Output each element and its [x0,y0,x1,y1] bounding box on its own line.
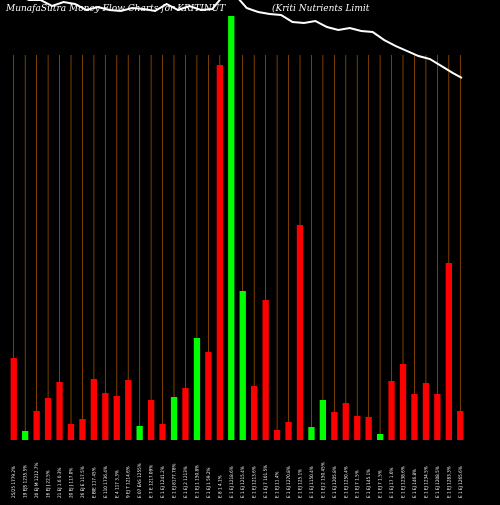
x-tick-label: E 1 EJ 145.1% [366,469,371,498]
chart-subtitle: (Kriti Nutrients Limit [272,3,370,14]
x-tick-label: E 1 EJ 1250.4% [343,466,348,498]
x-tick-label: 20 EJ J 117.0% [69,468,74,498]
money-flow-bar [296,225,304,440]
money-flow-bar [434,394,441,440]
money-flow-bar [159,424,166,440]
price-line [26,0,463,79]
x-tick-label: E 1 EJ 1238.6% [401,466,406,498]
x-tick-label: E 1 EJ 1218.6% [229,466,234,498]
money-flow-bars [10,16,464,440]
x-tick-label: E 1 EJ 8177.78% [172,463,177,498]
x-tick-label: 21 EJ 1.6 0.3% [57,467,62,498]
x-tick-label: E 1 EJ 1213.6% [252,466,257,498]
x-tick-label: 26 EJ E 117.5% [80,466,85,498]
money-flow-bar [125,380,132,440]
money-flow-bar [308,427,315,440]
money-flow-bar [44,398,52,440]
money-flow-bar [285,422,292,440]
money-flow-bar [10,358,17,440]
x-tick-label: E 1 EJ 1283.3% [446,466,451,498]
money-flow-bar [136,426,143,440]
x-tick-label: E 1 EJ 1215.4% [240,466,245,498]
x-tick-label: E 1 EJ 146.8% [412,469,417,498]
x-tick-label: E 7 E 1217.09% [149,465,154,498]
money-flow-bar [399,364,407,440]
money-flow-bar [319,400,326,440]
x-tick-label: E 1 EJ 1241.2% [160,466,165,498]
money-flow-bar [228,16,235,440]
money-flow-bar [457,411,464,440]
money-flow-bar [170,397,178,440]
money-flow-bar [205,352,212,440]
money-flow-bar [216,65,223,440]
money-flow-bar [148,400,155,440]
money-flow-bar [411,394,418,440]
money-flow-bar [273,430,281,440]
money-flow-bar [251,386,258,440]
money-flow-bar [90,379,97,440]
x-tick-label: 25/25 1779.2% [11,466,16,498]
money-flow-bar [354,416,361,440]
x-tick-label: E 1 EJ 7 1.5% [355,470,360,498]
x-tick-labels: 25/25 1779.2% 19 EJS 1235.5% 20 EJ M 1212.… [11,462,463,498]
x-tick-label: E 110 1736.4% [103,466,108,498]
x-tick-label: 16 EJ J 22.5% [46,470,51,498]
x-tick-label: E 1 EJ 125.1% [298,469,303,498]
x-tick-label: E 1 EJ 2 150.45% [320,462,325,498]
x-tick-label: E 1 EJ 1150.4% [309,466,314,498]
x-tick-label: E 1 EJ 11.4% [275,471,280,498]
x-tick-label: E 07 EAS 1255% [137,463,142,498]
money-flow-bar [262,300,269,440]
money-flow-bar [22,431,29,440]
money-flow-bar [377,434,384,440]
money-flow-bar [331,412,338,440]
money-flow-bar [67,424,75,440]
x-tick-label: E 1 EJ 1 150.8% [194,465,199,498]
money-flow-bar [33,411,40,440]
x-tick-label: E 1 EJ 1265.6% [458,466,463,498]
money-flow-bar [102,393,109,440]
money-flow-bar [113,396,120,440]
money-flow-bar [193,338,201,440]
x-tick-label: E 1 EJ 1205.8% [332,466,337,498]
x-tick-label: 20 EJ M 1212.7% [34,463,39,498]
money-flow-bar [239,291,246,440]
money-flow-bar [56,382,63,440]
x-tick-label: E 1 EJ 1270.8% [286,466,291,498]
money-flow-bar [422,383,430,440]
x-tick-label: E 1 EJ 7 101.5% [263,465,268,498]
money-flow-bar [365,417,372,440]
x-tick-label: 9 EJ T 1214.6% [126,466,131,498]
x-tick-label: E 1 EJ 2 1213% [183,466,188,498]
money-flow-bar [182,388,189,440]
x-tick-label: E 1 EJ 1 59.2% [206,467,211,498]
x-tick-label: 19 EJS 1235.5% [23,465,28,498]
money-flow-bar [445,263,452,440]
chart-title: MunafaSutra Money Flow Charts for KRITIN… [5,4,226,14]
money-flow-bar [79,419,86,440]
x-tick-label: E BIE 117.45% [91,467,96,498]
x-tick-label: E 8 1 4.1% [217,475,222,498]
x-tick-label: E 1 EJ 17 1.6% [389,467,394,498]
x-tick-label: E 1 EJ 1234.5% [423,466,428,498]
money-flow-bar [388,381,395,440]
x-tick-label: E 1 EJ 1208.5% [435,466,440,498]
x-tick-label: E 4 117 3.3% [114,470,119,498]
money-flow-bar [342,403,349,440]
x-tick-label: E 1 EJ 7 1.5% [378,470,383,498]
